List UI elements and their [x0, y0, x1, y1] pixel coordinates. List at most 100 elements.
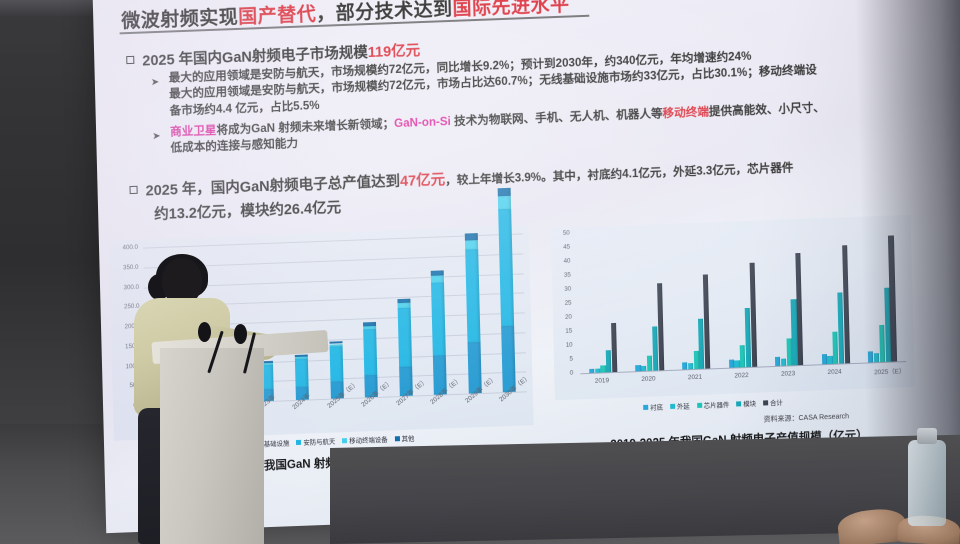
bar — [827, 355, 833, 365]
sub-bullet-arrow-icon-1: ➤ — [150, 76, 160, 89]
y-tick-label: 30 — [564, 285, 572, 293]
bar-segment — [397, 302, 411, 309]
y-tick-label: 40 — [563, 257, 571, 265]
head — [162, 258, 202, 304]
legend-item: 移动终端设备 — [342, 435, 388, 446]
bar-segment — [328, 341, 343, 345]
bar — [702, 274, 711, 369]
right-chart-legend: 衬底 外延 芯片器件 模块 合计 — [643, 398, 783, 412]
x-tick-label: 2019 — [594, 377, 610, 385]
y-tick-label: 45 — [563, 243, 571, 251]
legend-label: 衬底 — [650, 404, 664, 412]
sub2-text-d: 低成本的连接与感知能力 — [170, 137, 299, 155]
bullet-2: 2025 年，国内GaN射频电子总产值达到47亿元，较上年增长3.9%。其中，衬… — [129, 155, 794, 201]
sub-bullet-arrow-icon-2: ➤ — [152, 130, 161, 143]
bar-segment — [498, 195, 512, 210]
bar — [734, 360, 740, 368]
x-tick-label: 2022 — [734, 372, 749, 380]
right-chart-y-axis-labels: 0 5 10 15 20 25 30 35 40 45 50 — [551, 215, 911, 377]
y-tick-label: 15 — [565, 327, 573, 335]
y-tick-label: 10 — [565, 341, 573, 349]
legend-swatch — [696, 402, 702, 408]
bar — [687, 363, 694, 370]
bar — [600, 365, 606, 373]
bar — [682, 362, 688, 370]
bar-segment — [294, 358, 309, 387]
legend-swatch — [669, 403, 676, 409]
sub2-text-a: 将成为GaN 射频未来增长新领域； — [216, 117, 395, 137]
bar — [693, 350, 699, 370]
bar — [775, 356, 781, 366]
x-tick-label: 2024年 — [291, 392, 312, 412]
bullet-2-value: 47亿元 — [399, 172, 446, 190]
bullet-2-text-a: 2025 年，国内GaN射频电子总产值达到 — [145, 173, 401, 200]
bullet-2-line-2: 约13.2亿元，模块约26.4亿元 — [154, 200, 342, 224]
right-chart-x-axis-labels: 2019 2020 2021 2022 2023 2024 2025（E） — [551, 215, 911, 385]
bar — [497, 188, 517, 393]
x-tick-label: 2025（E） — [874, 368, 906, 377]
bar-segment — [329, 346, 343, 383]
bar-segment — [397, 307, 412, 367]
bar-segment — [430, 275, 445, 283]
bar-segment — [498, 208, 515, 326]
sub2-highlight-mobile: 移动终端 — [662, 105, 710, 121]
legend-item: 衬底 — [643, 402, 663, 412]
y-tick-label: 20 — [564, 313, 572, 321]
legend-item: 其他 — [394, 434, 414, 444]
y-tick-label: 5 — [569, 355, 574, 363]
microphone-head-1 — [198, 322, 211, 342]
chart-right-output-value: 0 5 10 15 20 25 30 35 40 45 50 2019 2020 2021 2022 202… — [550, 214, 915, 401]
legend-item: 模块 — [736, 399, 756, 409]
bar — [873, 352, 880, 363]
bar — [611, 322, 618, 373]
microphone-head-2 — [234, 324, 247, 344]
y-tick-label: 400.0 — [122, 243, 139, 252]
legend-swatch — [296, 439, 302, 446]
bar — [464, 233, 482, 394]
sub2-text-b: 技术为物联网、手机、无人机、机器人等 — [453, 107, 663, 128]
sub2-text-c: 提供高能效、小尺寸、 — [708, 100, 825, 119]
legend-label: 合计 — [769, 399, 783, 408]
bar-segment — [464, 233, 478, 241]
bar-segment — [431, 282, 446, 357]
bullet-square-icon — [126, 55, 135, 65]
title-part-2-highlight: 国产替代 — [237, 3, 317, 28]
legend-swatch — [736, 401, 742, 407]
legend-swatch — [762, 400, 769, 406]
bar-segment — [497, 188, 512, 197]
legend-label: 移动终端设备 — [349, 436, 388, 446]
bar — [646, 355, 653, 371]
legend-item: 芯片器件 — [696, 400, 730, 410]
x-tick-label: 2024 — [827, 368, 842, 377]
legend-swatch — [643, 404, 649, 410]
right-chart-source: 资料来源：CASA Research — [763, 413, 850, 424]
water-bottle — [908, 428, 946, 526]
legend-item: 合计 — [762, 398, 783, 408]
bar — [396, 298, 413, 397]
x-tick-label: 2021 — [687, 373, 703, 382]
bullet-square-icon-2 — [129, 185, 138, 195]
bar-segment — [363, 329, 378, 376]
right-chart-bars — [551, 215, 911, 373]
bar — [594, 368, 601, 373]
y-tick-label: 0 — [569, 369, 574, 377]
legend-label: 其他 — [401, 435, 415, 444]
legend-label: 模块 — [743, 400, 757, 409]
bar — [589, 368, 595, 373]
bar — [821, 353, 828, 365]
x-tick-label: 2023 — [780, 370, 796, 378]
legend-swatch — [394, 436, 400, 442]
bar — [635, 364, 641, 372]
bar-segment — [464, 249, 481, 343]
bar — [430, 269, 447, 395]
bar-segment — [464, 239, 478, 250]
podium — [160, 348, 264, 544]
legend-label: 芯片器件 — [703, 401, 730, 410]
bar-segment — [363, 325, 377, 330]
sub2-highlight-satellite: 商业卫星 — [169, 123, 217, 139]
legend-label: 安防与航天 — [303, 438, 336, 447]
bar — [728, 359, 734, 368]
y-tick-label: 25 — [564, 299, 572, 307]
y-tick-label: 35 — [563, 271, 571, 279]
